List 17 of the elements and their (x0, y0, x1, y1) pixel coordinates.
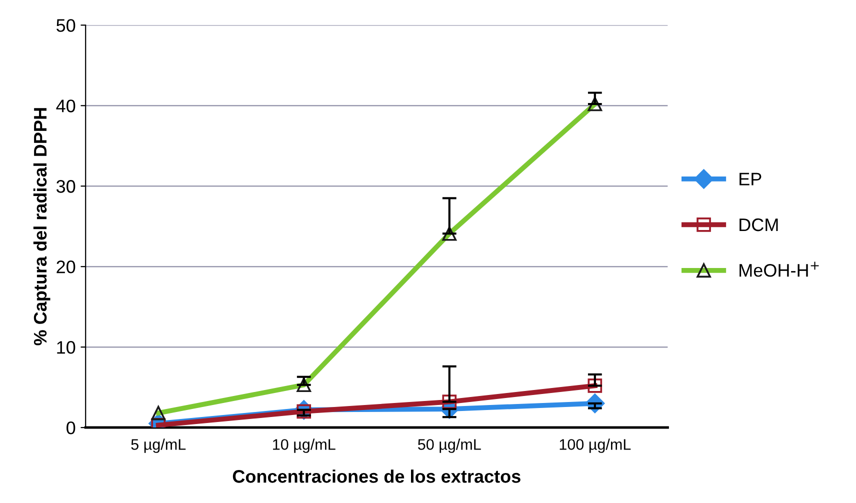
legend-label: EP (740, 172, 762, 186)
x-tick-label: 50 µg/mL (418, 438, 481, 453)
y-tick-label: 20 (56, 260, 76, 274)
point (442, 394, 457, 409)
x-tick-label: 100 µg/mL (560, 438, 631, 453)
y-tick-label: 40 (56, 100, 76, 112)
y-tick-label: 0 (66, 421, 76, 434)
y-tick-label: 50 (56, 19, 76, 32)
y-tick-label: 30 (56, 180, 76, 193)
x-tick-label: 5 µg/mL (131, 438, 186, 453)
point (588, 378, 602, 393)
legend-label: DCM (740, 218, 778, 232)
legend-label: MeOH-H$^{+}$ (740, 262, 819, 277)
y-axis-title: % Captura del radical DPPH (33, 108, 50, 346)
x-axis-title: Concentraciones de los extractos (232, 470, 520, 483)
x-tick-label: 10 µg/mL (273, 438, 336, 453)
y-tick-label: 10 (57, 341, 76, 354)
